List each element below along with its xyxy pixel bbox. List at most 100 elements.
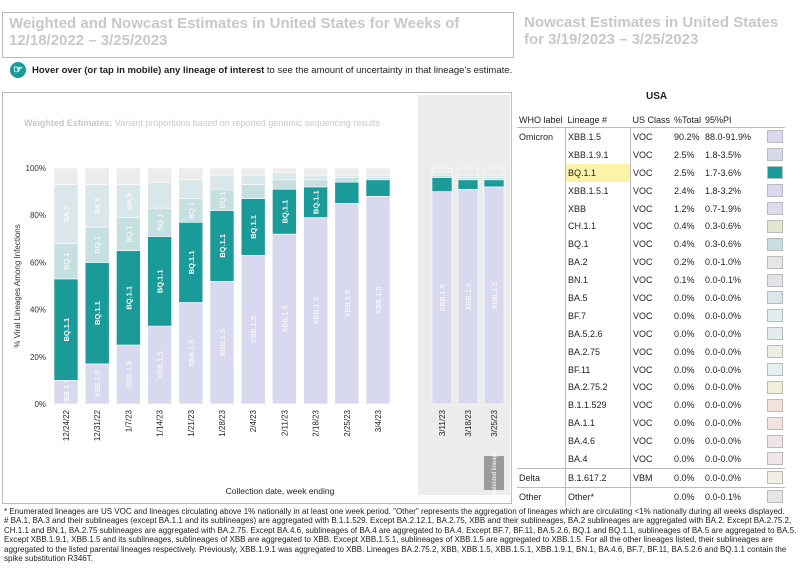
weighted-text: Variant proportions based on reported ge… [114, 118, 380, 128]
table-row[interactable]: BA.5.2.6 VOC 0.0% 0.0-0.0% [517, 324, 785, 343]
who-cell [517, 146, 566, 164]
table-row[interactable]: BA.2.75.2 VOC 0.0% 0.0-0.0% [517, 378, 785, 397]
class-cell: VOC [633, 239, 653, 250]
swatch-cell [753, 126, 786, 146]
swatch-cell [753, 467, 786, 488]
lineage-cell: BF.7 [565, 306, 631, 325]
chart-frame [2, 92, 512, 504]
swatch-cell [753, 271, 785, 289]
class-cell: VOC [633, 167, 653, 178]
col-pct: %Total [674, 115, 702, 125]
table-row[interactable]: BA.4 VOC 0.0% 0.0-0.0% [517, 450, 785, 469]
nowcast-text: Model-based projected estimates of varia… [422, 108, 507, 140]
pct-cell: 0.0% [674, 436, 695, 447]
pct-cell: 0.4% [674, 221, 695, 232]
table-row[interactable]: XBB VOC 1.2% 0.7-1.9% [517, 199, 785, 218]
lineage-cell: XBB.1.5.1 [565, 181, 631, 200]
color-swatch [767, 255, 784, 269]
pi-cell: 0.0-0.0% [705, 346, 742, 357]
nowcast-title: Nowcast Estimates in United States for 3… [524, 14, 779, 48]
lineage-cell: B.1.1.529 [565, 396, 631, 415]
table-row[interactable]: CH.1.1 VOC 0.4% 0.3-0.6% [517, 217, 785, 236]
who-cell: Other [517, 486, 566, 506]
swatch-cell [753, 307, 785, 325]
who-cell [517, 378, 566, 396]
pct-cell: 0.0% [674, 346, 695, 357]
weighted-label: Weighted Estimates: [24, 118, 113, 128]
table-row[interactable]: XBB.1.9.1 VOC 2.5% 1.8-3.5% [517, 145, 785, 164]
pi-cell: 0.0-0.0% [705, 310, 742, 321]
swatch-cell [753, 378, 785, 396]
pct-cell: 0.0% [674, 382, 695, 393]
table-row[interactable]: BF.11 VOC 0.0% 0.0-0.0% [517, 360, 785, 379]
class-cell: VOC [633, 149, 653, 160]
color-swatch [767, 309, 784, 323]
who-cell [517, 450, 566, 468]
table-row[interactable]: BA.5 VOC 0.0% 0.0-0.0% [517, 289, 785, 307]
pct-cell: 90.2% [672, 126, 704, 146]
who-cell [517, 432, 566, 450]
pct-cell: 1.2% [674, 203, 695, 214]
color-swatch [767, 130, 784, 144]
pi-cell: 0.0-0.1% [705, 275, 742, 286]
pi-cell: 0.0-0.0% [705, 364, 742, 375]
color-swatch [767, 327, 784, 341]
color-swatch [767, 380, 784, 394]
color-swatch [767, 273, 784, 287]
swatch-cell [753, 200, 785, 218]
table-header-row: WHO label Lineage # US Class %Total 95%P… [517, 113, 785, 128]
swatch-cell [753, 450, 785, 468]
pi-cell: 1.8-3.2% [705, 185, 742, 196]
table-row[interactable]: Delta B.1.617.2 VBM 0.0% 0.0-0.0% [517, 467, 786, 488]
pointer-icon: ☞ [10, 62, 26, 78]
lineage-cell: BN.1 [565, 271, 631, 290]
table-row[interactable]: BN.1 VOC 0.1% 0.0-0.1% [517, 271, 785, 290]
lineage-cell: BF.11 [565, 360, 631, 379]
who-cell [517, 200, 566, 218]
swatch-cell [753, 414, 785, 432]
class-cell [630, 486, 673, 506]
table-row[interactable]: BA.4.6 VOC 0.0% 0.0-0.0% [517, 432, 785, 451]
table-row[interactable]: BF.7 VOC 0.0% 0.0-0.0% [517, 306, 785, 325]
lineage-cell: BA.2 [565, 253, 631, 272]
table-row[interactable]: BA.2 VOC 0.2% 0.0-1.0% [517, 253, 785, 272]
table-row[interactable]: BQ.1.1 VOC 2.5% 1.7-3.6% [517, 163, 785, 182]
lineage-cell: BQ.1 [565, 235, 631, 254]
who-cell [517, 289, 566, 307]
table-row[interactable]: B.1.1.529 VOC 0.0% 0.0-0.0% [517, 396, 785, 415]
color-swatch [767, 471, 784, 485]
table-row[interactable]: BA.2.75 VOC 0.0% 0.0-0.0% [517, 342, 785, 361]
lineage-cell: BA.1.1 [565, 414, 631, 433]
pi-cell: 1.8-3.5% [705, 149, 742, 160]
table-row[interactable]: Omicron XBB.1.5 VOC 90.2% 88.0-91.9% [517, 126, 786, 146]
swatch-cell [753, 432, 785, 450]
lineage-cell: CH.1.1 [565, 217, 631, 236]
class-cell: VOC [633, 418, 653, 429]
swatch-cell [753, 396, 785, 414]
color-swatch [767, 291, 784, 305]
nowcast-label: Nowcast: [422, 97, 463, 107]
footnotes: * Enumerated lineages are US VOC and lin… [4, 507, 800, 563]
class-cell: VOC [633, 346, 653, 357]
pct-cell: 0.0% [674, 292, 695, 303]
color-swatch [767, 148, 784, 162]
pi-cell: 0.0-0.0% [705, 328, 742, 339]
lineage-cell: BA.5 [565, 289, 631, 307]
pct-cell: 0.4% [674, 239, 695, 250]
lineage-cell: BA.2.75.2 [565, 378, 631, 397]
color-swatch [767, 237, 784, 251]
col-class: US Class [632, 115, 671, 125]
table-row[interactable]: BA.1.1 VOC 0.0% 0.0-0.0% [517, 414, 785, 433]
color-swatch [767, 416, 784, 430]
pi-cell: 0.7-1.9% [705, 203, 742, 214]
pct-cell: 2.4% [674, 185, 695, 196]
col-lineage: Lineage # [567, 115, 608, 125]
table-row[interactable]: Other Other* 0.0% 0.0-0.1% [517, 486, 786, 506]
hover-instruction: ☞ Hover over (or tap in mobile) any line… [10, 62, 512, 78]
table-row[interactable]: XBB.1.5.1 VOC 2.4% 1.8-3.2% [517, 181, 785, 200]
who-cell [517, 307, 566, 325]
hover-rest: to see the amount of uncertainty in that… [266, 64, 513, 76]
table-row[interactable]: BQ.1 VOC 0.4% 0.3-0.6% [517, 235, 785, 254]
pct-cell: 0.0% [674, 418, 695, 429]
footnote-star: * Enumerated lineages are US VOC and lin… [4, 507, 785, 516]
